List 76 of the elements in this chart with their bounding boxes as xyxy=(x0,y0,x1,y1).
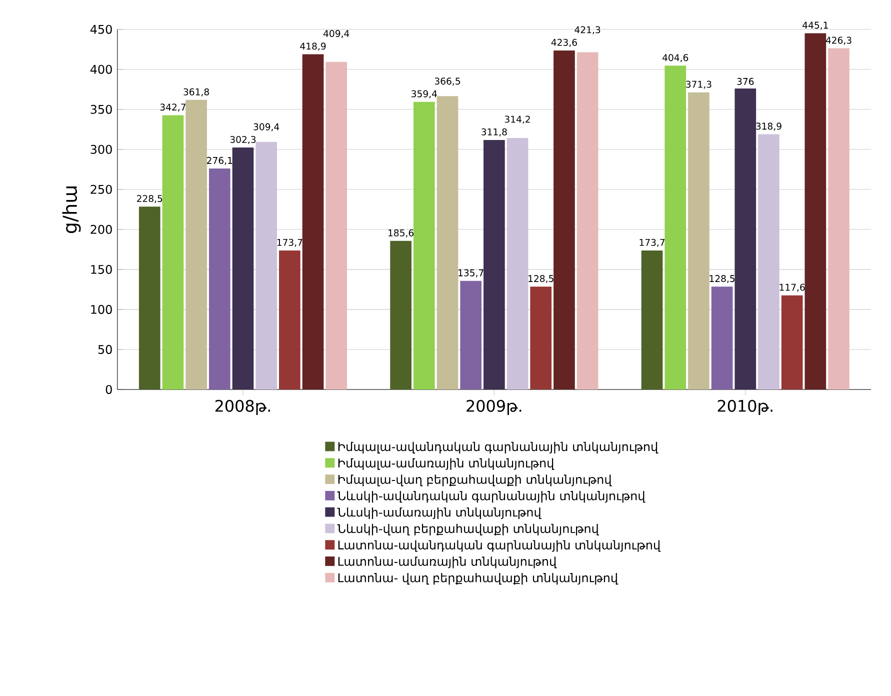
data-label: 409,4 xyxy=(323,30,350,38)
y-tick-label: 400 xyxy=(90,64,112,74)
data-label: 366,5 xyxy=(434,77,460,86)
bar xyxy=(326,62,348,390)
y-tick-label: 0 xyxy=(106,384,112,394)
legend-label: Լատոնա-ամառային տնկանյութով xyxy=(338,556,557,568)
data-label: 173,7 xyxy=(277,238,302,247)
bar xyxy=(390,240,412,390)
bar xyxy=(279,250,300,390)
y-tick-label: 250 xyxy=(90,184,112,194)
y-tick-label: 100 xyxy=(91,304,112,314)
bar xyxy=(641,250,663,390)
bar xyxy=(554,50,575,390)
bar xyxy=(256,142,277,390)
data-label: 135,7 xyxy=(458,269,484,278)
bar xyxy=(828,48,850,390)
data-label: 276,1 xyxy=(207,156,232,165)
bar xyxy=(162,115,184,390)
data-label: 228,5 xyxy=(136,194,162,203)
data-label: 404,6 xyxy=(662,54,688,62)
data-label: 302,3 xyxy=(230,136,256,144)
data-label: 309,4 xyxy=(254,123,280,132)
bar xyxy=(232,147,254,390)
bar xyxy=(734,88,756,390)
legend-label: Իմպալա-ամառային տնկանյութով xyxy=(338,458,554,470)
bar xyxy=(484,140,505,390)
legend-label: Լատոնա-ավանդական գարնանային տնկանյութով xyxy=(338,540,661,552)
bar xyxy=(781,295,803,390)
legend-label: Նևսկի-ավանդական գարնանային տնկանյութով xyxy=(337,490,646,502)
y-tick-label: 300 xyxy=(90,144,112,154)
legend-label: Նևսկի-ամառային տնկանյութով xyxy=(337,507,542,519)
y-tick-label: 350 xyxy=(90,104,112,114)
bar xyxy=(804,33,826,390)
bar xyxy=(506,138,528,390)
x-tick-label: 2008թ. xyxy=(215,400,270,415)
data-label: 371,3 xyxy=(686,80,712,89)
bar xyxy=(138,206,160,390)
x-tick-label: 2009թ. xyxy=(466,400,522,415)
data-label: 318,9 xyxy=(756,122,782,131)
legend-label: Նևսկի-վաղ բերքահավաքի տնկանյութով xyxy=(337,524,600,536)
y-tick-label: 150 xyxy=(91,264,112,274)
bar xyxy=(208,168,230,390)
data-label: 421,3 xyxy=(574,26,600,34)
legend-label: Իմպալա-վաղ բերքահավաքի տնկանյութով xyxy=(338,474,612,486)
data-label: 445,1 xyxy=(802,22,828,30)
bar xyxy=(711,286,733,390)
y-tick-label: 200 xyxy=(90,224,112,234)
bar xyxy=(664,66,686,390)
y-tick-label: 450 xyxy=(90,24,112,34)
data-label: 311,8 xyxy=(482,128,507,136)
data-label: 185,6 xyxy=(388,229,414,238)
data-label: 361,8 xyxy=(184,88,209,96)
data-label: 359,4 xyxy=(412,90,437,98)
data-label: 376 xyxy=(737,78,754,85)
bar xyxy=(436,96,458,390)
data-label: 314,2 xyxy=(504,116,530,124)
data-label: 418,9 xyxy=(300,42,326,51)
y-tick-label: 50 xyxy=(98,344,112,354)
data-label: 128,5 xyxy=(528,274,554,283)
data-label: 128,5 xyxy=(710,274,735,283)
data-label: 117,6 xyxy=(780,284,805,292)
legend-label: Իմպալա-ավանդական գարնանային տնկանյութով xyxy=(338,442,658,454)
bar xyxy=(460,280,482,390)
bar xyxy=(688,92,710,390)
x-tick-label: 2010թ. xyxy=(718,400,772,415)
bar xyxy=(758,134,780,390)
data-label: 423,6 xyxy=(551,38,577,47)
bar xyxy=(302,54,324,390)
data-label: 173,7 xyxy=(640,238,665,247)
legend-label: Լատոնա- վաղ բերքահավաքի տնկանյութով xyxy=(338,572,618,584)
bar xyxy=(413,102,435,390)
y-axis-title: ց/հա xyxy=(62,186,81,233)
data-label: 342,7 xyxy=(160,104,186,112)
bar xyxy=(576,52,598,390)
bar xyxy=(530,286,552,390)
bar xyxy=(186,100,207,390)
